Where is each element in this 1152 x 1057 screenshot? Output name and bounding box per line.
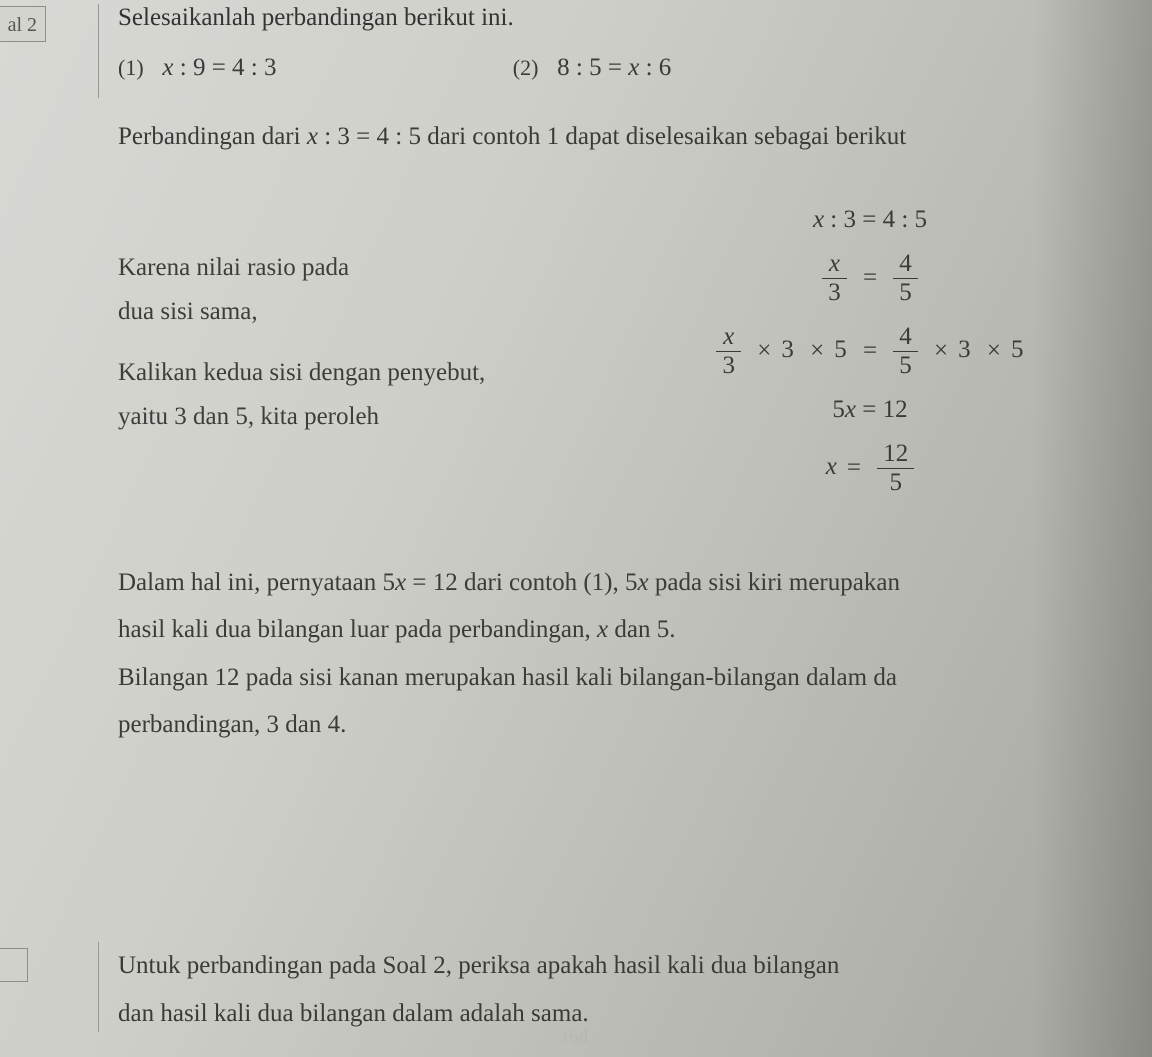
exp-l1b: x [395,569,406,596]
explanation-paragraph: Dalam hal ini, pernyataan 5x = 12 dari c… [118,559,1122,749]
frac-x-3b-den: 3 [716,352,741,380]
frac-x-3b: x 3 [716,323,741,380]
lead-var: x [307,123,318,150]
eq3-5a: 5 [834,336,847,363]
frac-12-5: 12 5 [877,440,914,497]
vertical-rule-2 [98,942,99,1032]
problem-1: (1) x : 9 = 4 : 3 [118,54,277,82]
eq1-var: x [813,206,824,233]
wl-line2: dua sisi sama, [118,290,618,334]
lead-paragraph: Perbandingan dari x : 3 = 4 : 5 dari con… [118,120,1122,154]
frac-x-3-num: x [822,250,847,279]
frac-x-3b-num: x [716,323,741,352]
exp-l1a: Dalam hal ini, pernyataan 5 [118,569,395,596]
eq4-var: x [845,396,856,423]
frac-x-3-den: 3 [822,279,847,307]
eq-line-3: x 3 ×3 ×5 = 4 5 ×3 ×5 [618,323,1122,380]
frac-4-5: 4 5 [893,250,918,307]
eq3-times3: × [924,337,958,365]
eq3-3b: 3 [958,336,971,363]
problem-1-var: x [162,54,173,81]
eq2-equals: = [853,264,887,292]
lead-c: : 3 = 4 : 5 dari contoh 1 dapat diselesa… [318,123,906,150]
problem-row: (1) x : 9 = 4 : 3 (2) 8 : 5 = x : 6 [118,54,1122,82]
problem-2-expr-c: : 6 [639,54,671,81]
problem-2-number: (2) [513,55,539,80]
eq3-times1: × [747,337,781,365]
problem-1-expr: : 9 = 4 : 3 [174,54,277,81]
frac-4-5b-den: 5 [893,352,918,380]
q2-line2: dan hasil kali dua bilangan dalam adalah… [118,990,1122,1038]
worked-example: Karena nilai rasio pada dua sisi sama, K… [118,198,1122,513]
eq5-var: x [826,453,837,480]
eq3-5b: 5 [1011,336,1024,363]
margin-box-2 [0,948,28,982]
faint-footer-mark: i6d [563,1026,589,1047]
exp-l2b: x [597,616,608,643]
instruction-text: Selesaikanlah perbandingan berikut ini. [118,4,1122,32]
eq5-equals: = [837,454,871,482]
wl-line4: yaitu 3 dan 5, kita peroleh [118,395,618,439]
frac-12-5-num: 12 [877,440,914,469]
problem-1-number: (1) [118,55,144,80]
vertical-rule [98,4,99,98]
problem-2-var: x [628,54,639,81]
exp-l1e: pada sisi kiri merupakan [649,569,900,596]
eq-line-4: 5x = 12 [618,396,1122,424]
eq1-rest: : 3 = 4 : 5 [824,206,927,233]
frac-4-5-num: 4 [893,250,918,279]
exp-l1c: = 12 dari contoh (1), 5 [406,569,637,596]
eq4-5: 5 [832,396,845,423]
margin-tab: al 2 [0,6,46,42]
frac-x-3: x 3 [822,250,847,307]
eq-line-5: x = 12 5 [618,440,1122,497]
wl-line3: Kalikan kedua sisi dengan penyebut, [118,351,618,395]
frac-12-5-den: 5 [877,469,914,497]
exp-l2a: hasil kali dua bilangan luar pada perban… [118,616,597,643]
worked-right-column: x : 3 = 4 : 5 x 3 = 4 5 x [618,198,1122,513]
worked-left-column: Karena nilai rasio pada dua sisi sama, K… [118,198,618,513]
textbook-page: al 2 Selesaikanlah perbandingan berikut … [0,0,1152,1057]
exp-line2: hasil kali dua bilangan luar pada perban… [118,606,1122,654]
exp-line4: perbandingan, 3 dan 4. [118,701,1122,749]
eq3-equals: = [853,337,887,365]
eq3-times4: × [977,337,1011,365]
exp-line1: Dalam hal ini, pernyataan 5x = 12 dari c… [118,559,1122,607]
eq3-3a: 3 [781,336,794,363]
frac-4-5b-num: 4 [893,323,918,352]
lead-a: Perbandingan dari [118,123,307,150]
exp-line3: Bilangan 12 pada sisi kanan merupakan ha… [118,654,1122,702]
q2-line1: Untuk perbandingan pada Soal 2, periksa … [118,942,1122,990]
frac-4-5-den: 5 [893,279,918,307]
followup-question: Untuk perbandingan pada Soal 2, periksa … [118,942,1122,1037]
wl-line1: Karena nilai rasio pada [118,246,618,290]
frac-4-5b: 4 5 [893,323,918,380]
eq3-times2: × [800,337,834,365]
problem-2-expr-a: 8 : 5 = [557,54,628,81]
exp-l1d: x [638,569,649,596]
main-content: Selesaikanlah perbandingan berikut ini. … [118,4,1122,749]
eq-line-1: x : 3 = 4 : 5 [618,206,1122,234]
eq-line-2: x 3 = 4 5 [618,250,1122,307]
exp-l2c: dan 5. [608,616,675,643]
problem-2: (2) 8 : 5 = x : 6 [513,54,672,82]
eq4-rest: = 12 [856,396,908,423]
